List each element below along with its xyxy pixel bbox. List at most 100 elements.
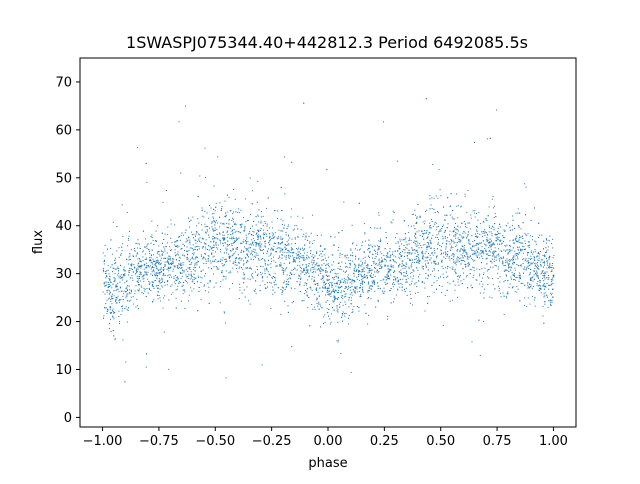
data-point bbox=[355, 293, 356, 294]
data-point bbox=[390, 269, 391, 270]
data-point bbox=[417, 242, 418, 243]
data-point bbox=[325, 272, 326, 273]
data-point bbox=[424, 283, 425, 284]
data-point bbox=[158, 263, 159, 264]
data-point bbox=[138, 263, 139, 264]
data-point bbox=[552, 300, 553, 301]
data-point bbox=[451, 240, 452, 241]
data-point bbox=[198, 276, 199, 277]
data-point bbox=[460, 275, 461, 276]
data-point bbox=[254, 232, 255, 233]
data-point bbox=[390, 256, 391, 257]
data-point bbox=[246, 243, 247, 244]
data-point bbox=[481, 268, 482, 269]
data-point bbox=[138, 308, 139, 309]
data-point bbox=[198, 277, 199, 278]
data-point bbox=[549, 236, 550, 237]
data-point bbox=[220, 249, 221, 250]
data-point bbox=[517, 253, 518, 254]
data-point bbox=[209, 237, 210, 238]
data-point bbox=[212, 213, 213, 214]
data-point bbox=[516, 286, 517, 287]
data-point bbox=[504, 314, 505, 315]
data-point bbox=[243, 217, 244, 218]
data-point bbox=[547, 297, 548, 298]
data-point bbox=[185, 308, 186, 309]
data-point bbox=[256, 234, 257, 235]
data-point bbox=[246, 239, 247, 240]
data-point bbox=[482, 236, 483, 237]
data-point bbox=[117, 297, 118, 298]
data-point bbox=[423, 221, 424, 222]
data-point bbox=[260, 285, 261, 286]
data-point bbox=[201, 224, 202, 225]
data-point bbox=[314, 266, 315, 267]
data-point bbox=[467, 256, 468, 257]
data-point bbox=[352, 225, 353, 226]
data-point bbox=[457, 217, 458, 218]
data-point bbox=[521, 283, 522, 284]
data-point bbox=[194, 283, 195, 284]
data-point bbox=[455, 232, 456, 233]
data-point bbox=[350, 260, 351, 261]
data-point bbox=[468, 231, 469, 232]
data-point bbox=[481, 252, 482, 253]
data-point bbox=[466, 237, 467, 238]
data-point bbox=[307, 307, 308, 308]
data-point bbox=[525, 260, 526, 261]
data-point bbox=[274, 243, 275, 244]
data-point bbox=[129, 301, 130, 302]
data-point bbox=[153, 267, 154, 268]
data-point bbox=[229, 224, 230, 225]
data-point bbox=[528, 286, 529, 287]
data-point bbox=[235, 251, 236, 252]
data-point bbox=[256, 266, 257, 267]
data-point bbox=[176, 289, 177, 290]
data-point bbox=[376, 256, 377, 257]
data-point bbox=[477, 251, 478, 252]
data-point bbox=[491, 228, 492, 229]
data-point bbox=[252, 226, 253, 227]
data-point bbox=[473, 250, 474, 251]
data-point bbox=[427, 242, 428, 243]
data-point bbox=[524, 305, 525, 306]
data-point bbox=[104, 260, 105, 261]
data-point bbox=[460, 227, 461, 228]
data-point bbox=[425, 273, 426, 274]
data-point bbox=[280, 250, 281, 251]
data-point bbox=[179, 281, 180, 282]
data-point bbox=[241, 224, 242, 225]
data-point bbox=[339, 284, 340, 285]
data-point bbox=[129, 268, 130, 269]
data-point bbox=[522, 243, 523, 244]
data-point bbox=[138, 284, 139, 285]
data-point bbox=[553, 255, 554, 256]
data-point bbox=[447, 227, 448, 228]
data-point bbox=[548, 300, 549, 301]
data-point bbox=[112, 264, 113, 265]
data-point bbox=[380, 240, 381, 241]
data-point bbox=[352, 255, 353, 256]
data-point bbox=[108, 270, 109, 271]
data-point bbox=[168, 274, 169, 275]
data-point bbox=[255, 257, 256, 258]
data-point bbox=[401, 273, 402, 274]
data-point bbox=[401, 256, 402, 257]
data-point bbox=[445, 236, 446, 237]
data-point bbox=[483, 274, 484, 275]
data-point bbox=[537, 260, 538, 261]
data-point bbox=[256, 242, 257, 243]
data-point bbox=[515, 268, 516, 269]
data-point bbox=[187, 276, 188, 277]
data-point bbox=[488, 215, 489, 216]
data-point bbox=[222, 270, 223, 271]
data-point bbox=[320, 267, 321, 268]
data-point bbox=[500, 233, 501, 234]
data-point bbox=[302, 300, 303, 301]
data-point bbox=[259, 245, 260, 246]
data-point bbox=[454, 219, 455, 220]
data-point bbox=[436, 257, 437, 258]
data-point bbox=[370, 227, 371, 228]
data-point bbox=[308, 269, 309, 270]
data-point bbox=[433, 261, 434, 262]
